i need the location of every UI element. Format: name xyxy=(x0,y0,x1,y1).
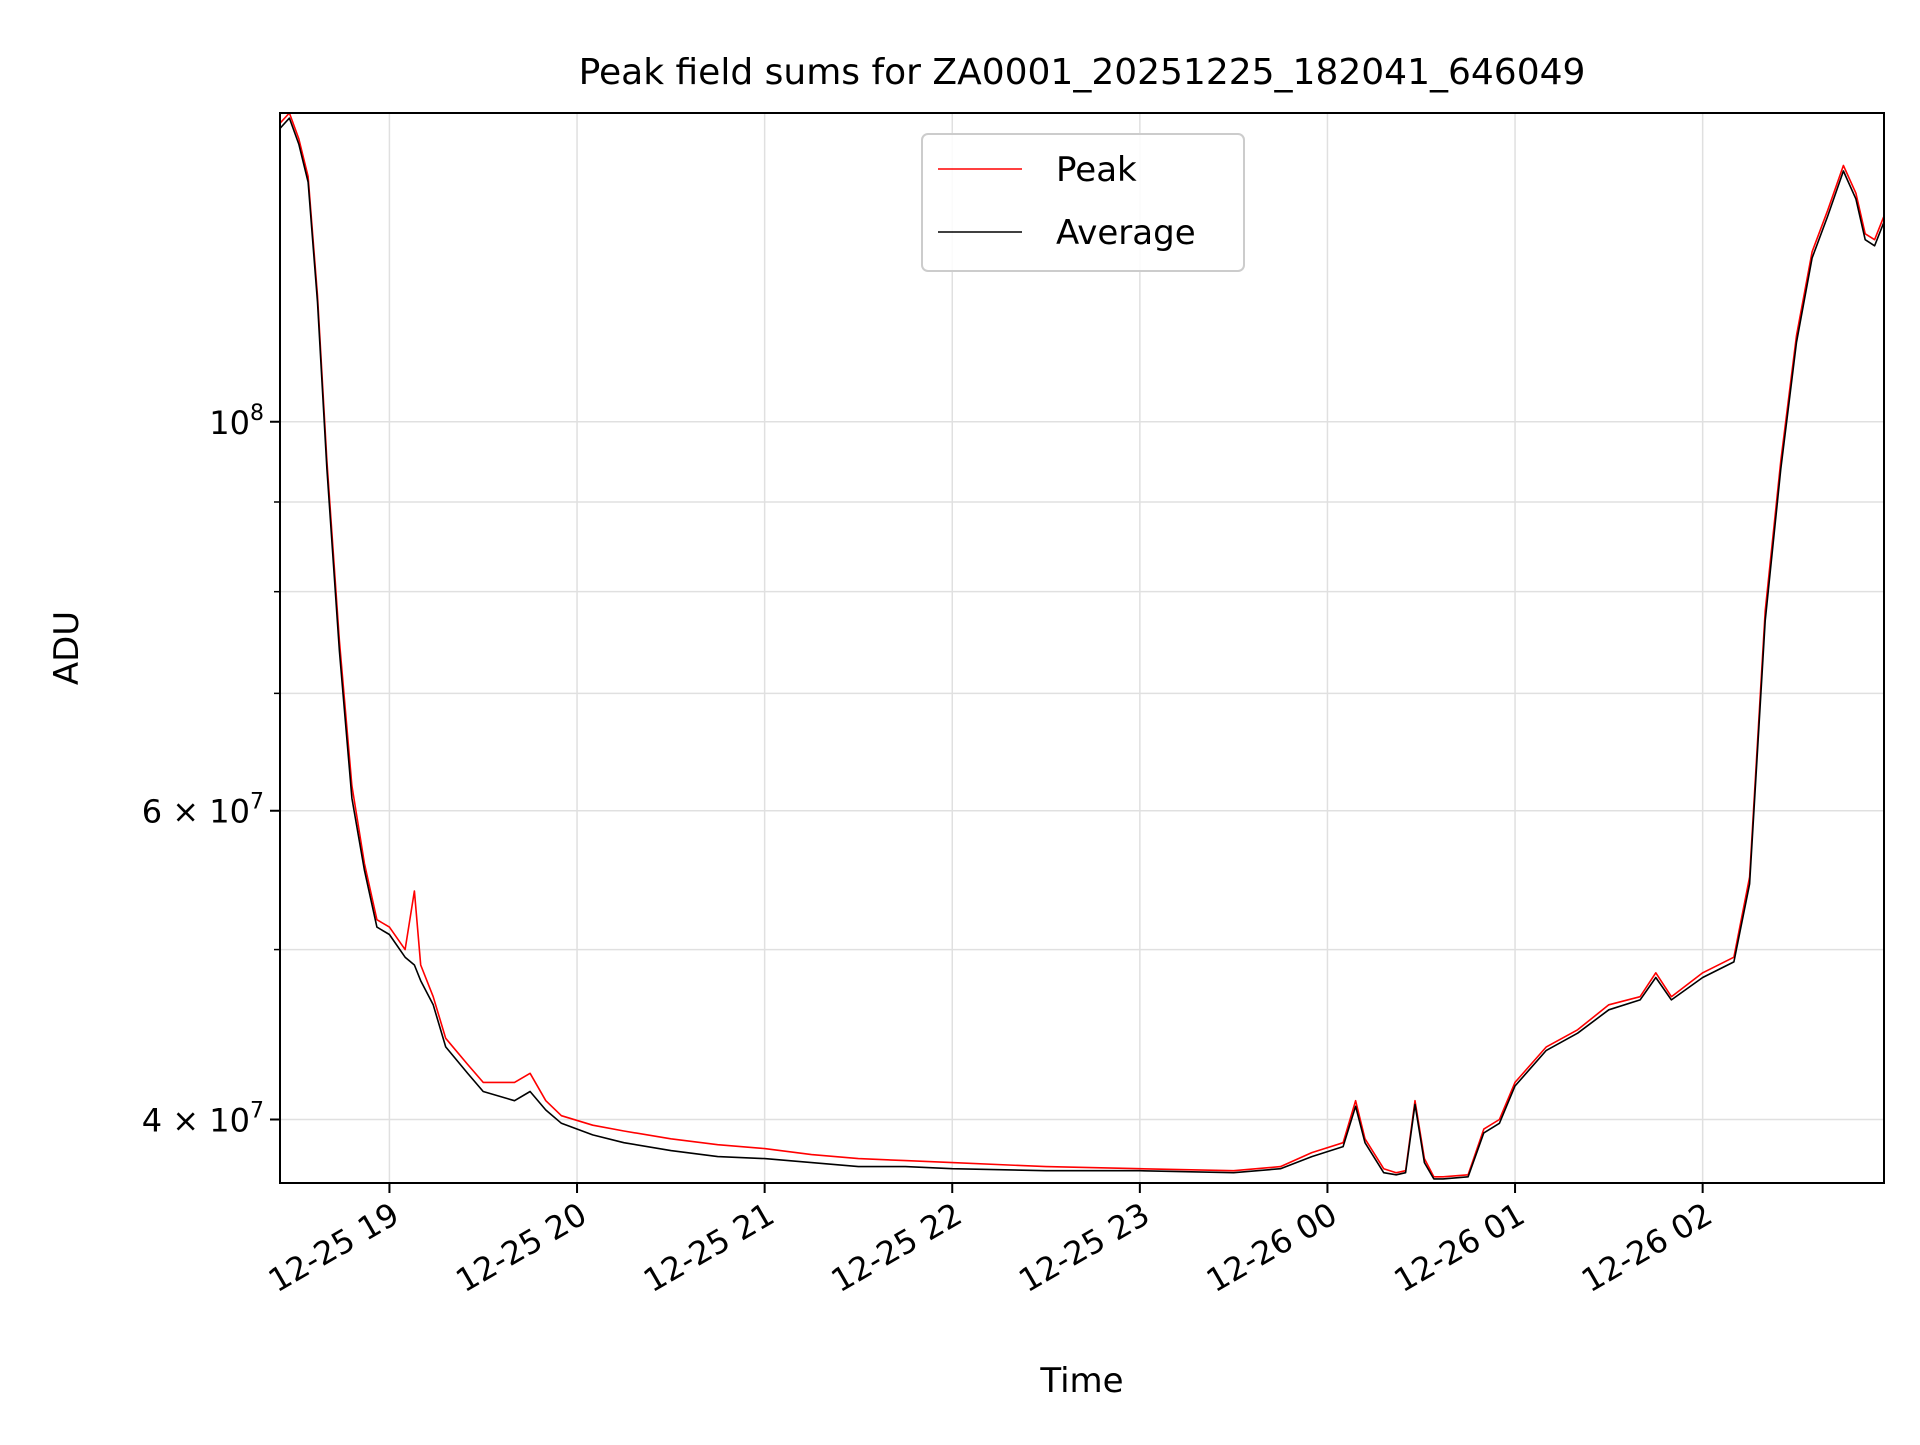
y-tick-label: 6 × 107 xyxy=(142,790,264,831)
series-lines xyxy=(280,113,1884,1180)
y-tick-label: 108 xyxy=(209,401,264,442)
grid xyxy=(280,113,1884,1183)
plot-area xyxy=(280,113,1884,1180)
series-line-average xyxy=(280,117,1884,1180)
y-axis-ticks: 4 × 107 6 × 107 108 xyxy=(142,401,280,1140)
legend-label-average: Average xyxy=(1056,213,1196,253)
chart-title: Peak field sums for ZA0001_20251225_1820… xyxy=(579,52,1586,93)
y-axis-label: ADU xyxy=(47,611,87,685)
x-axis-label: Time xyxy=(1039,1361,1123,1401)
y-tick-label: 4 × 107 xyxy=(142,1099,264,1140)
legend-label-peak: Peak xyxy=(1056,150,1137,190)
series-line-peak xyxy=(280,113,1884,1178)
legend: Peak Average xyxy=(921,133,1245,272)
plot-frame xyxy=(279,112,1885,1184)
